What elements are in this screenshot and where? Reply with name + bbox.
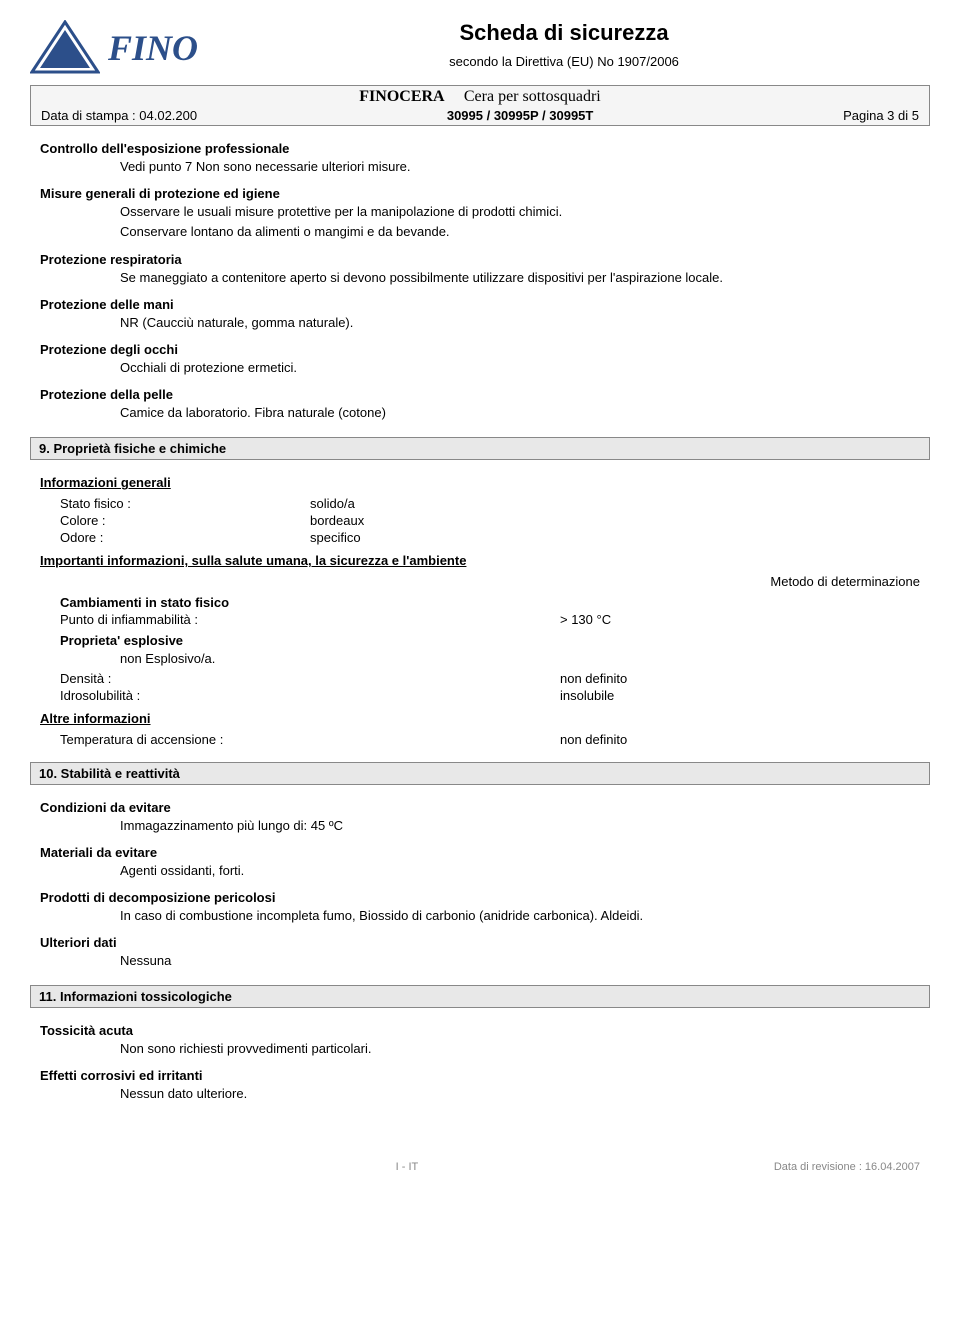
s10-h1: Condizioni da evitare (40, 800, 920, 815)
explosive-h: Proprieta' esplosive (60, 633, 920, 648)
ignition-label: Temperatura di accensione : (60, 732, 560, 747)
s10-h4: Ulteriori dati (40, 935, 920, 950)
prop-solub: Idrosolubilità : insolubile (60, 688, 920, 703)
product-codes: 30995 / 30995P / 30995T (447, 108, 594, 123)
s10-h2: Materiali da evitare (40, 845, 920, 860)
product-desc-text: Cera per sottosquadri (464, 88, 601, 105)
section-10-header: 10. Stabilità e reattività (30, 762, 930, 785)
prop-color: Colore : bordeaux (60, 513, 920, 528)
document-page: FINO Scheda di sicurezza secondo la Dire… (0, 0, 960, 1126)
logo: FINO (30, 20, 198, 75)
s8-t5: Occhiali di protezione ermetici. (120, 359, 920, 377)
s10-t4: Nessuna (120, 952, 920, 970)
s8-t1: Vedi punto 7 Non sono necessarie ulterio… (120, 158, 920, 176)
print-date: Data di stampa : 04.02.200 (41, 108, 197, 123)
section-8-content: Controllo dell'esposizione professionale… (30, 141, 930, 422)
s10-t3: In caso di combustione incompleta fumo, … (120, 907, 920, 925)
s8-h6: Protezione della pelle (40, 387, 920, 402)
header: FINO Scheda di sicurezza secondo la Dire… (30, 20, 930, 75)
s8-h5: Protezione degli occhi (40, 342, 920, 357)
s8-h1: Controllo dell'esposizione professionale (40, 141, 920, 156)
color-label: Colore : (60, 513, 310, 528)
s11-h2: Effetti corrosivi ed irritanti (40, 1068, 920, 1083)
triangle-icon (30, 20, 100, 75)
section-11-header: 11. Informazioni tossicologiche (30, 985, 930, 1008)
prop-state: Stato fisico : solido/a (60, 496, 920, 511)
s8-t6: Camice da laboratorio. Fibra naturale (c… (120, 404, 920, 422)
s8-t3: Se maneggiato a contenitore aperto si de… (120, 269, 920, 287)
s10-t1: Immagazzinamento più lungo di: 45 ºC (120, 817, 920, 835)
s10-h3: Prodotti di decomposizione pericolosi (40, 890, 920, 905)
density-value: non definito (560, 671, 810, 686)
color-value: bordeaux (310, 513, 560, 528)
section-9-content: Informazioni generali Stato fisico : sol… (30, 475, 930, 746)
doc-title: Scheda di sicurezza (198, 20, 930, 46)
s9-other-info: Altre informazioni (40, 711, 920, 726)
odor-value: specifico (310, 530, 560, 545)
s8-h3: Protezione respiratoria (40, 252, 920, 267)
prop-odor: Odore : specifico (60, 530, 920, 545)
footer: I - IT Data di revisione : 16.04.2007 (0, 1156, 960, 1178)
s9-info-gen: Informazioni generali (40, 475, 920, 490)
flash-value: > 130 °C (560, 612, 810, 627)
product-desc (448, 88, 460, 105)
odor-label: Odore : (60, 530, 310, 545)
solub-label: Idrosolubilità : (60, 688, 560, 703)
product-bar: FINOCERA Cera per sottosquadri Data di s… (30, 85, 930, 126)
explosive-t: non Esplosivo/a. (120, 650, 920, 668)
prop-density: Densità : non definito (60, 671, 920, 686)
s8-h4: Protezione delle mani (40, 297, 920, 312)
s11-t2: Nessun dato ulteriore. (120, 1085, 920, 1103)
page-number: Pagina 3 di 5 (843, 108, 919, 123)
s8-t2b: Conservare lontano da alimenti o mangimi… (120, 223, 920, 241)
prop-flash: Punto di infiammabilità : > 130 °C (60, 612, 920, 627)
ignition-value: non definito (560, 732, 810, 747)
logo-text: FINO (108, 27, 198, 69)
s11-h1: Tossicità acuta (40, 1023, 920, 1038)
state-value: solido/a (310, 496, 560, 511)
change-state: Cambiamenti in stato fisico (60, 595, 920, 610)
meta-row: Data di stampa : 04.02.200 30995 / 30995… (41, 108, 919, 123)
product-row: FINOCERA Cera per sottosquadri (41, 88, 919, 106)
density-label: Densità : (60, 671, 560, 686)
s9-imp-info: Importanti informazioni, sulla salute um… (40, 553, 920, 568)
section-11-content: Tossicità acuta Non sono richiesti provv… (30, 1023, 930, 1103)
s11-t1: Non sono richiesti provvedimenti partico… (120, 1040, 920, 1058)
header-titles: Scheda di sicurezza secondo la Direttiva… (198, 20, 930, 69)
s8-t4: NR (Caucciù naturale, gomma naturale). (120, 314, 920, 332)
section-9-header: 9. Proprietà fisiche e chimiche (30, 437, 930, 460)
product-brand: FINOCERA (359, 88, 444, 105)
footer-center: I - IT (396, 1161, 419, 1173)
method-label: Metodo di determinazione (40, 574, 920, 589)
s8-t2a: Osservare le usuali misure protettive pe… (120, 203, 920, 221)
doc-subtitle: secondo la Direttiva (EU) No 1907/2006 (198, 54, 930, 69)
solub-value: insolubile (560, 688, 810, 703)
section-10-content: Condizioni da evitare Immagazzinamento p… (30, 800, 930, 971)
state-label: Stato fisico : (60, 496, 310, 511)
prop-ignition: Temperatura di accensione : non definito (60, 732, 920, 747)
footer-right: Data di revisione : 16.04.2007 (774, 1161, 920, 1173)
s10-t2: Agenti ossidanti, forti. (120, 862, 920, 880)
flash-label: Punto di infiammabilità : (60, 612, 560, 627)
s8-h2: Misure generali di protezione ed igiene (40, 186, 920, 201)
